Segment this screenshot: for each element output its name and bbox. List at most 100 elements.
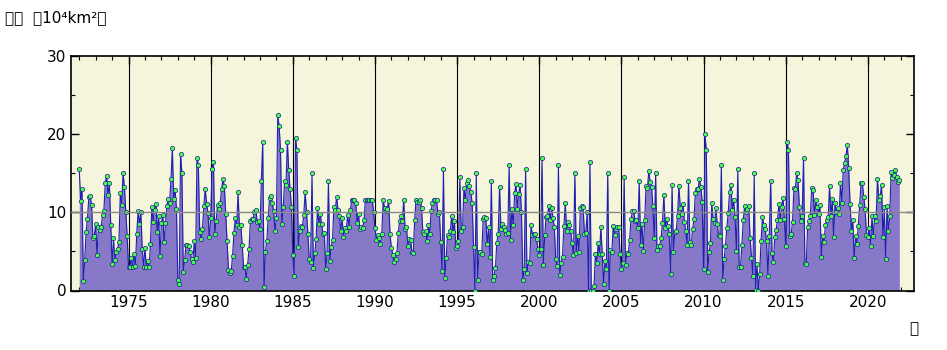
Point	[604, 249, 619, 255]
Point	[388, 256, 403, 262]
Point	[241, 247, 257, 252]
Point	[749, 262, 764, 267]
Point	[546, 224, 562, 230]
Point	[265, 200, 280, 205]
Point	[396, 197, 411, 203]
Point	[341, 224, 356, 230]
Point	[877, 205, 892, 210]
Point	[208, 218, 223, 224]
Point	[336, 234, 351, 239]
Point	[651, 243, 666, 249]
Point	[377, 205, 392, 211]
Point	[312, 222, 327, 227]
Point	[233, 222, 248, 228]
Point	[304, 170, 319, 176]
Point	[795, 155, 811, 160]
Point	[761, 233, 777, 239]
Point	[236, 264, 251, 269]
Point	[211, 206, 226, 212]
Point	[717, 256, 732, 262]
Point	[778, 243, 794, 249]
Point	[297, 189, 313, 195]
Point	[699, 147, 714, 153]
Point	[767, 234, 782, 240]
Point	[733, 264, 748, 270]
Point	[653, 235, 669, 240]
Point	[242, 218, 258, 224]
Point	[202, 234, 217, 240]
Point	[210, 202, 225, 208]
Point	[848, 233, 863, 239]
Point	[92, 227, 107, 233]
Point	[339, 228, 354, 234]
Point	[862, 225, 877, 231]
Point	[634, 221, 650, 226]
Point	[405, 250, 420, 256]
Point	[241, 262, 256, 268]
Point	[643, 179, 658, 185]
Point	[632, 178, 647, 184]
Point	[266, 209, 281, 214]
Point	[600, 170, 616, 176]
Point	[448, 245, 463, 250]
Point	[340, 212, 355, 218]
Point	[674, 211, 689, 217]
Point	[558, 200, 573, 206]
Point	[95, 212, 110, 218]
Point	[582, 159, 598, 164]
Point	[190, 163, 205, 168]
Point	[309, 236, 324, 242]
Point	[616, 174, 632, 180]
Point	[109, 249, 124, 255]
Point	[203, 216, 218, 221]
Point	[473, 249, 488, 254]
Point	[137, 245, 152, 251]
Point	[129, 231, 144, 237]
Point	[776, 196, 791, 201]
Point	[773, 217, 788, 223]
Point	[334, 215, 349, 221]
Point	[493, 226, 509, 232]
Point	[445, 229, 460, 234]
Point	[837, 160, 852, 166]
Point	[287, 273, 302, 279]
Point	[742, 203, 757, 209]
Point	[574, 203, 589, 209]
Point	[366, 209, 382, 215]
Point	[353, 224, 368, 230]
Point	[892, 177, 907, 183]
Point	[141, 264, 156, 270]
Point	[696, 266, 711, 272]
Point	[168, 187, 183, 192]
Point	[466, 245, 481, 250]
Point	[502, 163, 517, 168]
Point	[181, 244, 196, 249]
Point	[511, 191, 527, 196]
Point	[868, 218, 884, 224]
Point	[166, 196, 181, 202]
Point	[705, 201, 720, 206]
Point	[887, 167, 902, 173]
Point	[144, 204, 159, 209]
Point	[290, 147, 305, 153]
Point	[637, 218, 652, 223]
Point	[213, 200, 228, 206]
Point	[358, 197, 373, 203]
Point	[626, 208, 641, 213]
Point	[540, 213, 555, 218]
Point	[441, 234, 456, 239]
Point	[88, 222, 103, 227]
Point	[456, 185, 472, 190]
Point	[865, 214, 880, 219]
Point	[116, 170, 131, 176]
Point	[244, 217, 259, 222]
Point	[601, 288, 616, 293]
Point	[207, 231, 223, 236]
Point	[591, 240, 606, 246]
Point	[303, 259, 318, 265]
Point	[146, 219, 161, 224]
Point	[139, 264, 154, 270]
Point	[235, 242, 250, 247]
Point	[884, 169, 899, 175]
Point	[850, 223, 866, 229]
